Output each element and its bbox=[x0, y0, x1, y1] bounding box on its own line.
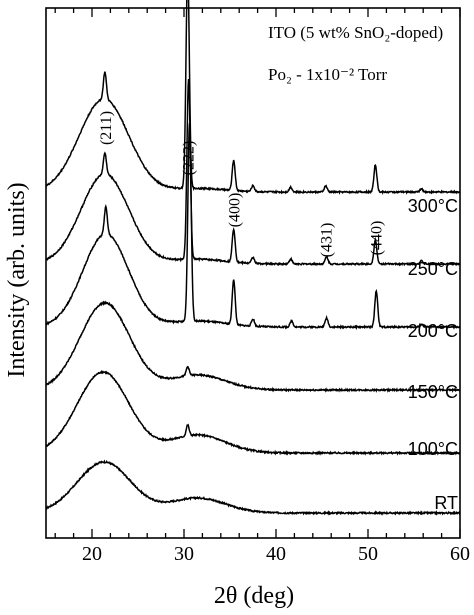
x-tick-label: 20 bbox=[82, 543, 102, 565]
spectrum-line bbox=[45, 300, 461, 393]
y-axis-label: Intensity (arb. units) bbox=[4, 182, 30, 377]
x-axis-label: 2θ (deg) bbox=[214, 583, 294, 609]
x-tick-label: 30 bbox=[174, 543, 194, 565]
annotation-title-line1: ITO (5 wt% SnO₂-doped) bbox=[268, 23, 443, 42]
peak-label: (440) bbox=[368, 221, 385, 256]
x-axis-ticks: 20 30 40 50 60 bbox=[54, 8, 470, 565]
spectrum-line bbox=[45, 123, 461, 331]
series-label: 100°C bbox=[408, 439, 458, 459]
x-tick-label: 40 bbox=[266, 543, 286, 565]
plot-frame bbox=[45, 7, 461, 539]
peak-label: (211) bbox=[98, 111, 115, 145]
peak-label: (400) bbox=[227, 193, 244, 228]
series-label: 250°C bbox=[408, 259, 458, 279]
spectra-group: RT 100°C 150°C 200°C 250°C 300°C (211) (222) (40… bbox=[45, 0, 461, 516]
peak-label: (222) bbox=[181, 141, 198, 176]
spectrum-line bbox=[45, 370, 461, 456]
series-label: 200°C bbox=[408, 321, 458, 341]
spectrum-line bbox=[45, 459, 461, 516]
series-label: 150°C bbox=[408, 382, 458, 402]
spectrum-line bbox=[45, 0, 461, 195]
spectrum-line bbox=[45, 79, 461, 267]
series-label: 300°C bbox=[408, 196, 458, 216]
peak-label: (431) bbox=[319, 223, 336, 258]
x-tick-label: 50 bbox=[358, 543, 378, 565]
x-tick-label: 60 bbox=[450, 543, 470, 565]
series-label: RT bbox=[434, 493, 458, 513]
annotation-title-line2: Po₂ - 1x10⁻² Torr bbox=[268, 65, 387, 84]
